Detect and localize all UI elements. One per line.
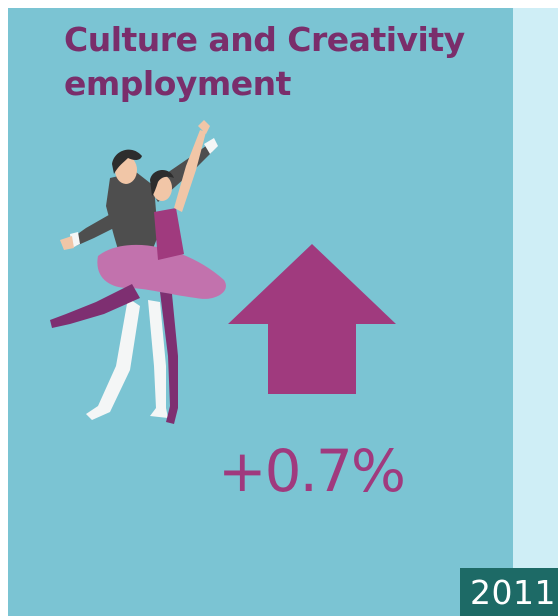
next-panel-edge xyxy=(513,8,558,616)
title-line-1: Culture and Creativity xyxy=(64,20,465,59)
employment-change-percent: +0.7% xyxy=(218,437,406,505)
female-dancer-raised-hand xyxy=(198,120,210,134)
male-dancer-left-arm xyxy=(72,212,122,246)
male-dancer-left-leg xyxy=(86,298,140,420)
female-dancer-standing-leg xyxy=(160,292,178,424)
female-dancer-raised-arm xyxy=(174,130,206,212)
video-frame: Culture and Creativity employment xyxy=(8,8,558,616)
female-dancer-hair xyxy=(150,169,174,196)
ballet-dancers-icon xyxy=(50,120,226,424)
infographic-title: Culture and Creativity employment xyxy=(64,18,504,106)
female-dancer-extended-leg xyxy=(50,284,140,328)
male-dancer-cuff xyxy=(204,138,218,154)
up-arrow-icon xyxy=(228,244,396,394)
male-dancer-left-hand xyxy=(60,236,74,250)
up-arrow-shape xyxy=(228,244,396,394)
male-dancer-hair xyxy=(112,149,142,174)
title-line-2: employment xyxy=(64,64,291,103)
female-dancer-bodice xyxy=(154,208,184,260)
year-badge: 2011 xyxy=(460,568,558,616)
male-dancer-right-leg xyxy=(148,300,168,418)
